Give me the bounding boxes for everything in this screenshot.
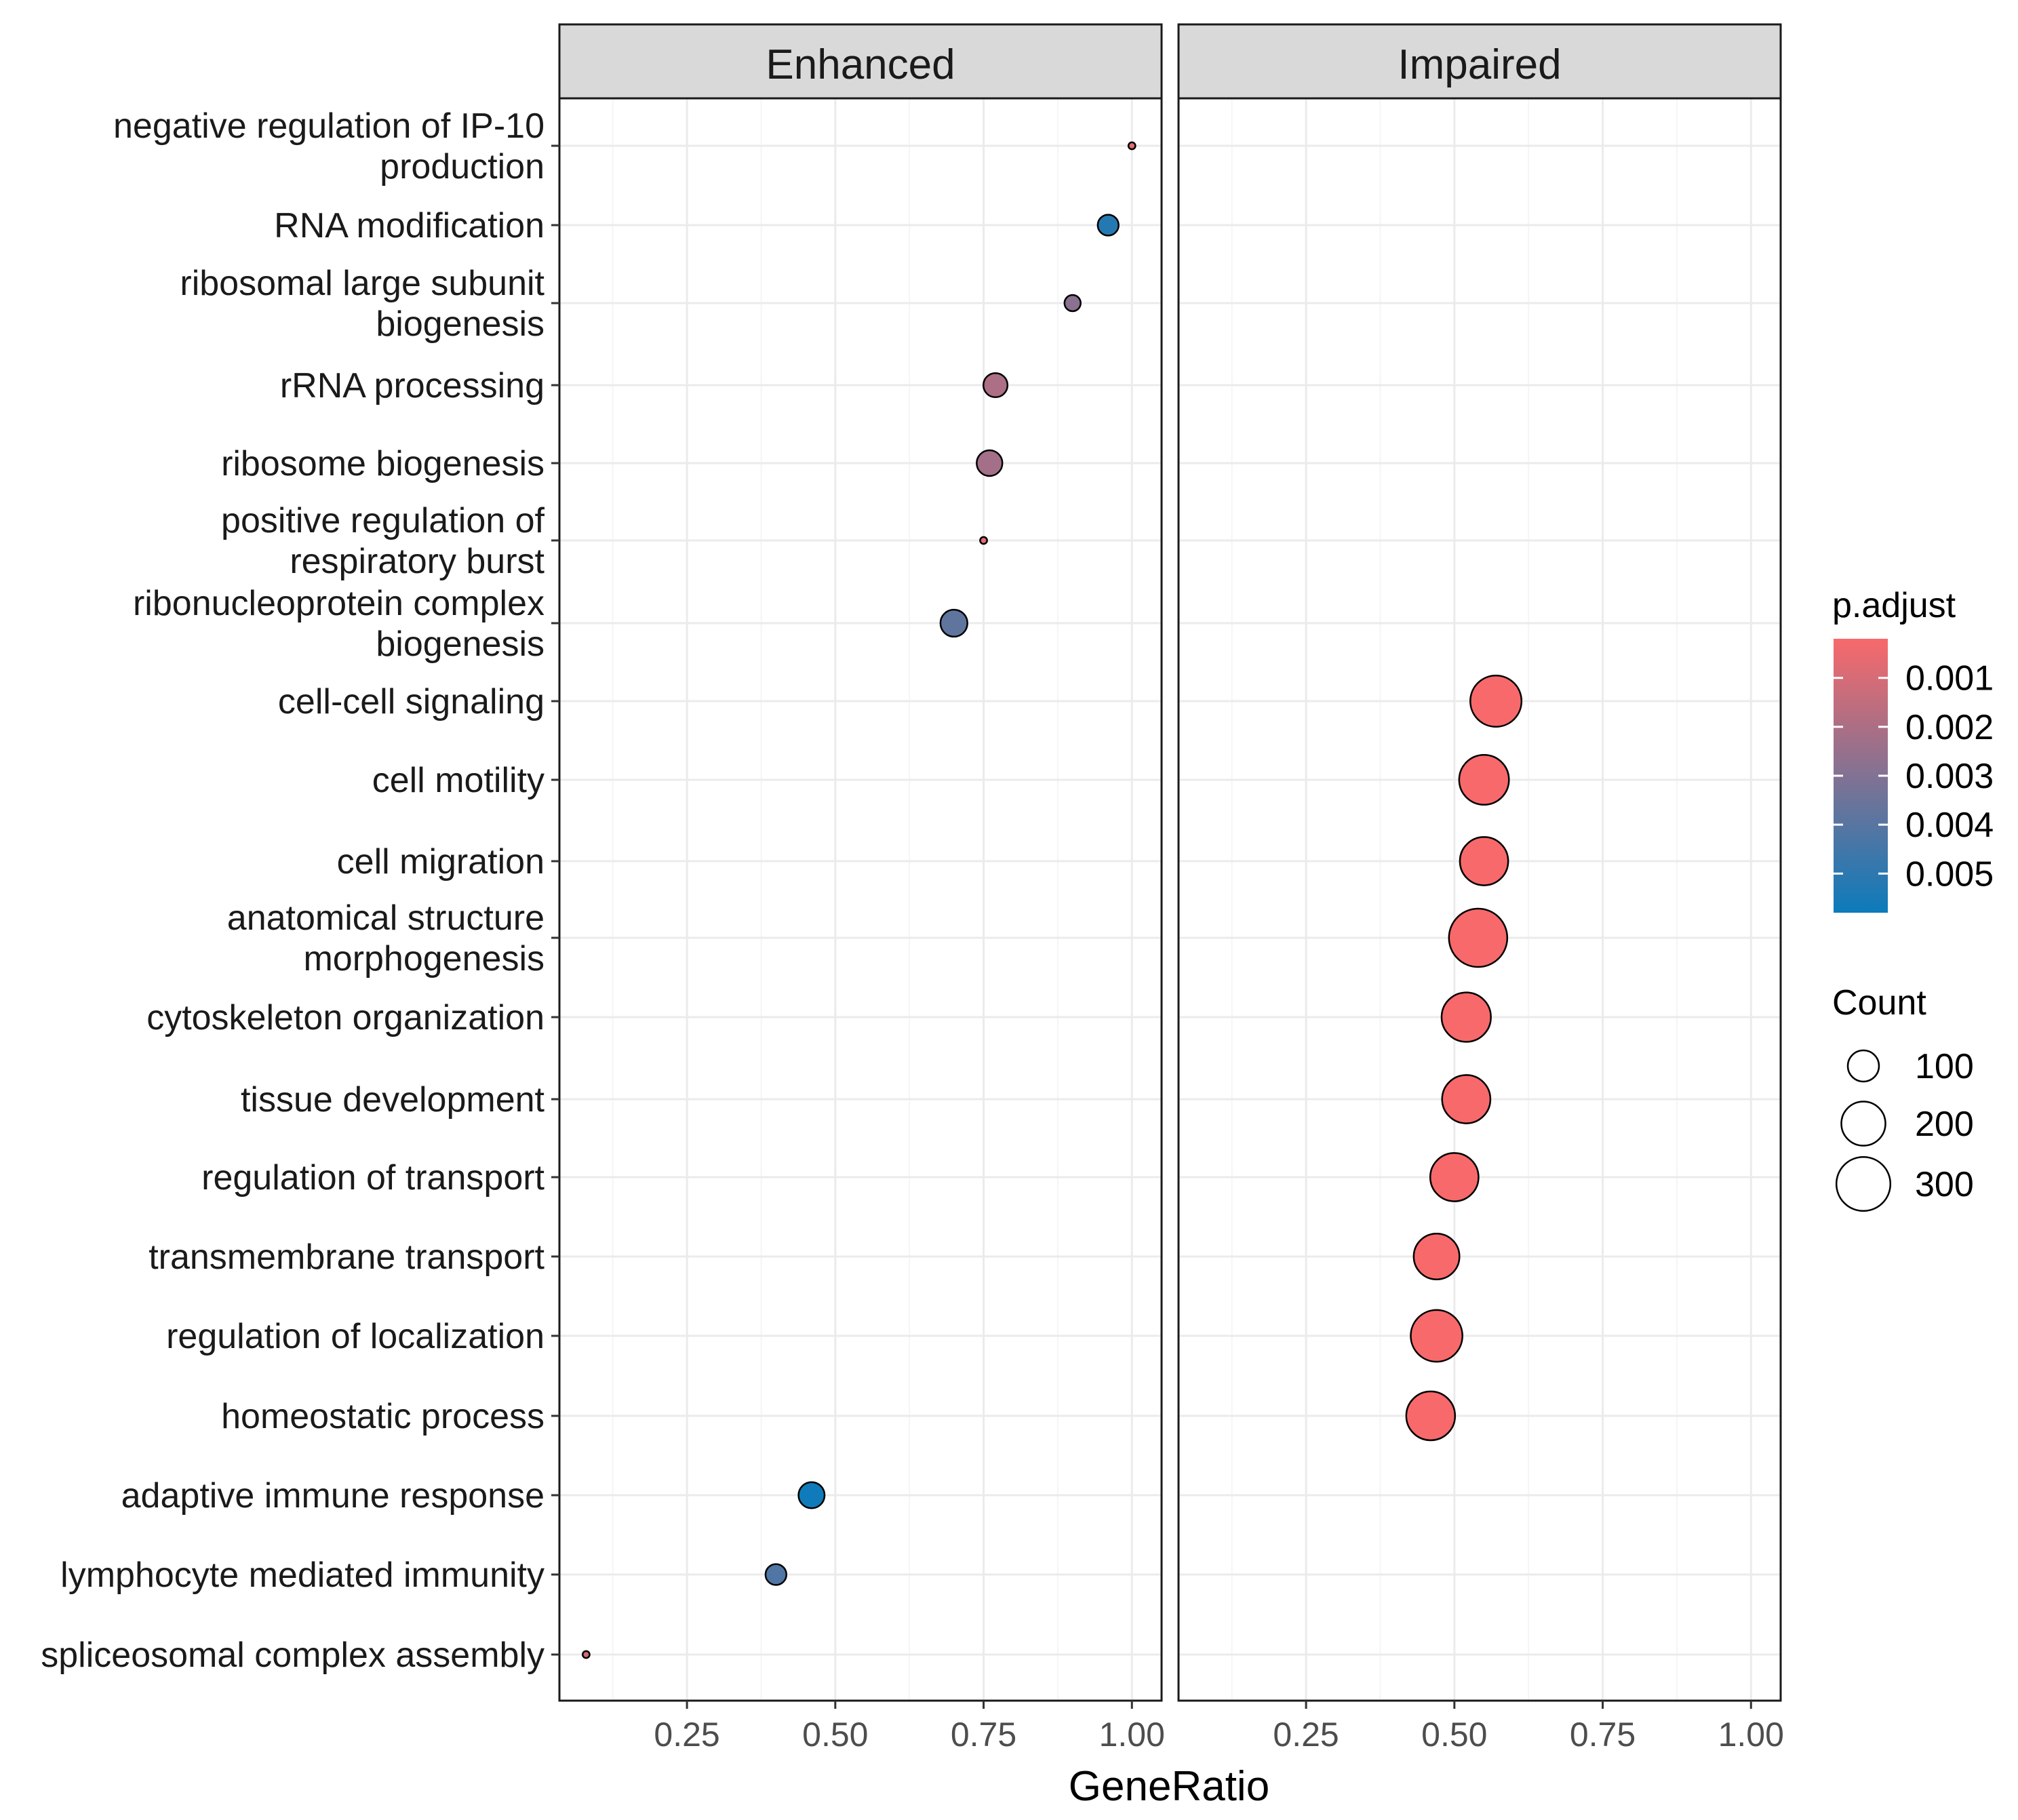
category-label: positive regulation of respiratory burst xyxy=(221,501,545,581)
category-label: rRNA processing xyxy=(280,366,545,405)
size-legend: Count 100 200 300 xyxy=(1832,983,1974,1212)
data-point xyxy=(1405,1390,1457,1442)
category-label: negative regulation of IP-10 production xyxy=(113,106,545,186)
size-legend-key xyxy=(1835,1155,1892,1212)
category-label: RNA modification xyxy=(274,206,545,245)
data-point xyxy=(939,608,968,638)
data-point xyxy=(1127,141,1136,151)
color-legend-label: 0.005 xyxy=(1905,854,1994,894)
data-point xyxy=(976,449,1004,477)
panel-border xyxy=(558,97,1163,1702)
points-enhanced xyxy=(581,141,1136,1659)
panel-enhanced: Enhanced 0.25 0.50 0.75 1.00 xyxy=(558,23,1165,1754)
panel-background xyxy=(1179,98,1781,1701)
data-point xyxy=(1448,907,1509,968)
color-legend-label: 0.004 xyxy=(1905,806,1994,845)
data-point xyxy=(1063,294,1082,313)
size-legend-label: 100 xyxy=(1915,1047,1974,1086)
size-legend-key xyxy=(1846,1049,1880,1083)
category-label: cell-cell signaling xyxy=(278,682,545,721)
category-label: lymphocyte mediated immunity xyxy=(60,1556,545,1595)
x-tick-label: 0.75 xyxy=(951,1716,1016,1754)
facet-label: Impaired xyxy=(1398,41,1561,88)
color-legend-label: 0.002 xyxy=(1905,708,1994,747)
x-tick-label: 0.25 xyxy=(1273,1716,1339,1754)
data-point xyxy=(1441,1074,1492,1124)
data-point xyxy=(581,1650,591,1659)
x-tick-label: 0.25 xyxy=(654,1716,719,1754)
data-point xyxy=(1458,754,1510,806)
category-label: spliceosomal complex assembly xyxy=(41,1636,545,1675)
data-point xyxy=(982,372,1009,399)
data-point xyxy=(979,536,988,545)
data-point xyxy=(1412,1233,1461,1280)
x-tick-label: 0.50 xyxy=(1421,1716,1487,1754)
points-impaired xyxy=(1405,674,1523,1442)
data-point xyxy=(1459,836,1509,886)
x-axis-title: GeneRatio xyxy=(1069,1763,1269,1810)
category-label: tissue development xyxy=(241,1080,545,1120)
data-point xyxy=(1429,1152,1480,1202)
category-labels: negative regulation of IP-10 production RN… xyxy=(41,106,559,1675)
category-label: cell motility xyxy=(372,761,545,800)
category-label: cytoskeleton organization xyxy=(146,998,545,1037)
x-tick-label: 1.00 xyxy=(1718,1716,1784,1754)
data-point xyxy=(1469,674,1523,728)
panel-impaired: Impaired 0.25 0.50 0.75 1.00 xyxy=(1177,23,1784,1754)
size-legend-key xyxy=(1840,1101,1886,1147)
data-point xyxy=(1410,1309,1463,1363)
x-tick-label: 0.75 xyxy=(1570,1716,1636,1754)
panel-border xyxy=(1177,97,1782,1702)
color-legend-title: p.adjust xyxy=(1832,586,1956,625)
color-legend-label: 0.003 xyxy=(1905,757,1994,796)
panels-layer: Enhanced 0.25 0.50 0.75 1.00 Impaired 0.25 0.50… xyxy=(558,23,1784,1754)
category-label: ribosomal large subunit biogenesis xyxy=(180,264,545,344)
category-label: anatomical structure morphogenesis xyxy=(227,898,545,978)
panel-background xyxy=(559,98,1162,1701)
facet-strip xyxy=(558,23,1163,100)
data-point xyxy=(1440,991,1492,1043)
data-point xyxy=(764,1563,787,1586)
facet-strip xyxy=(1177,23,1782,100)
color-legend-label: 0.001 xyxy=(1905,659,1994,698)
category-label: transmembrane transport xyxy=(149,1238,545,1277)
data-point xyxy=(797,1481,826,1509)
category-label: homeostatic process xyxy=(221,1397,545,1436)
size-legend-label: 300 xyxy=(1915,1165,1974,1204)
size-legend-title: Count xyxy=(1832,983,1926,1023)
x-tick-label: 0.50 xyxy=(802,1716,868,1754)
facet-label: Enhanced xyxy=(766,41,955,88)
category-label: regulation of localization xyxy=(166,1317,545,1356)
category-label: ribosome biogenesis xyxy=(221,444,545,483)
category-label: cell migration xyxy=(337,842,545,882)
data-point xyxy=(1096,214,1120,237)
size-legend-label: 200 xyxy=(1915,1105,1974,1144)
category-label: regulation of transport xyxy=(201,1158,545,1198)
x-tick-label: 1.00 xyxy=(1099,1716,1165,1754)
category-label: ribonucleoprotein complex biogenesis xyxy=(133,584,545,664)
color-legend: p.adjust 0.001 0.002 0.003 0.004 0.005 xyxy=(1832,586,1994,913)
category-label: adaptive immune response xyxy=(121,1476,545,1516)
